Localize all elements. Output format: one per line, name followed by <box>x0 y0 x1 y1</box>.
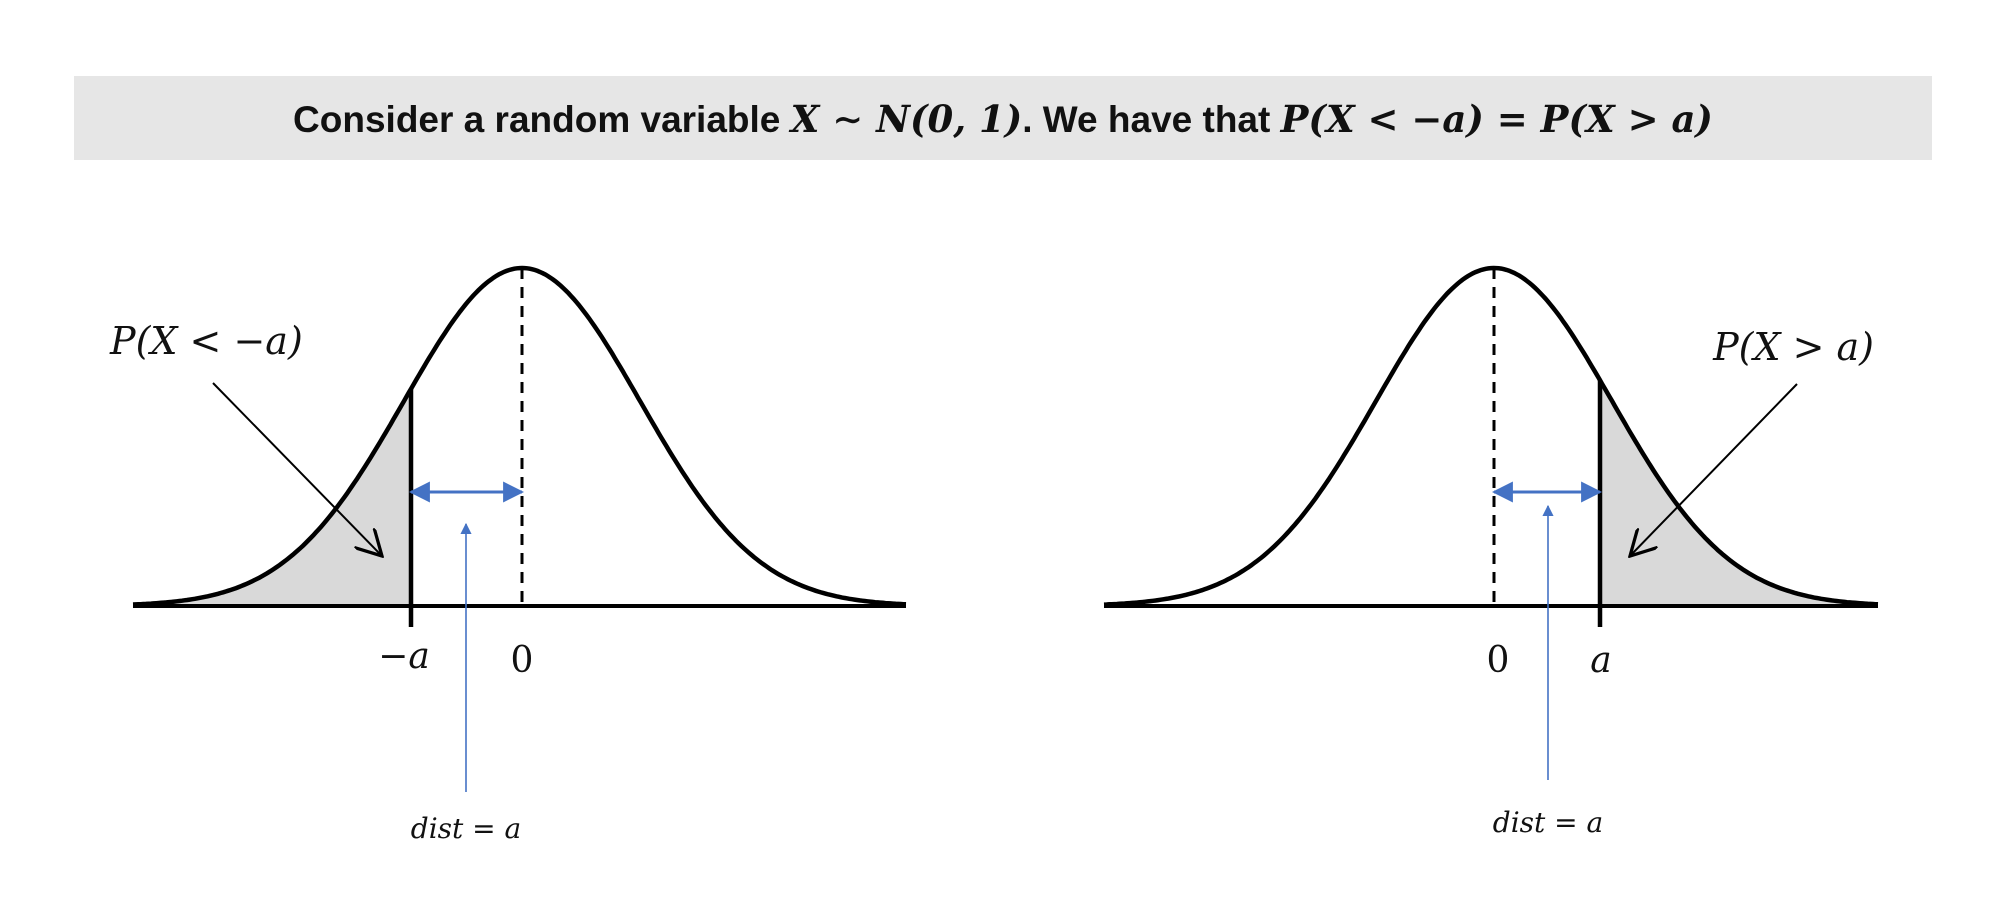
left-bell-curve <box>132 265 907 607</box>
banner-background <box>74 76 1932 160</box>
left-area-pointer <box>212 382 382 556</box>
right-tick-zero: 0 <box>1487 640 1510 681</box>
right-tick-a: a <box>1590 640 1611 681</box>
right-bell-curve <box>1103 265 1879 607</box>
left-area-label: P(X < −a) <box>109 319 303 363</box>
right-area-pointer <box>1630 383 1798 556</box>
left-tail-shade <box>133 392 411 606</box>
banner-title: Consider a random variable X ∼ N(0, 1). … <box>293 97 1713 141</box>
left-tick-zero: 0 <box>511 640 534 681</box>
right-area-label: P(X > a) <box>1712 325 1874 369</box>
left-dist-label: dist = a <box>411 812 521 845</box>
left-panel: P(X < −a) −a 0 dist = a <box>109 265 907 845</box>
right-tail-shade <box>1600 383 1878 606</box>
left-tick-neg-a: −a <box>378 636 430 677</box>
right-dist-label: dist = a <box>1493 806 1603 839</box>
right-panel: P(X > a) 0 a dist = a <box>1103 265 1879 839</box>
